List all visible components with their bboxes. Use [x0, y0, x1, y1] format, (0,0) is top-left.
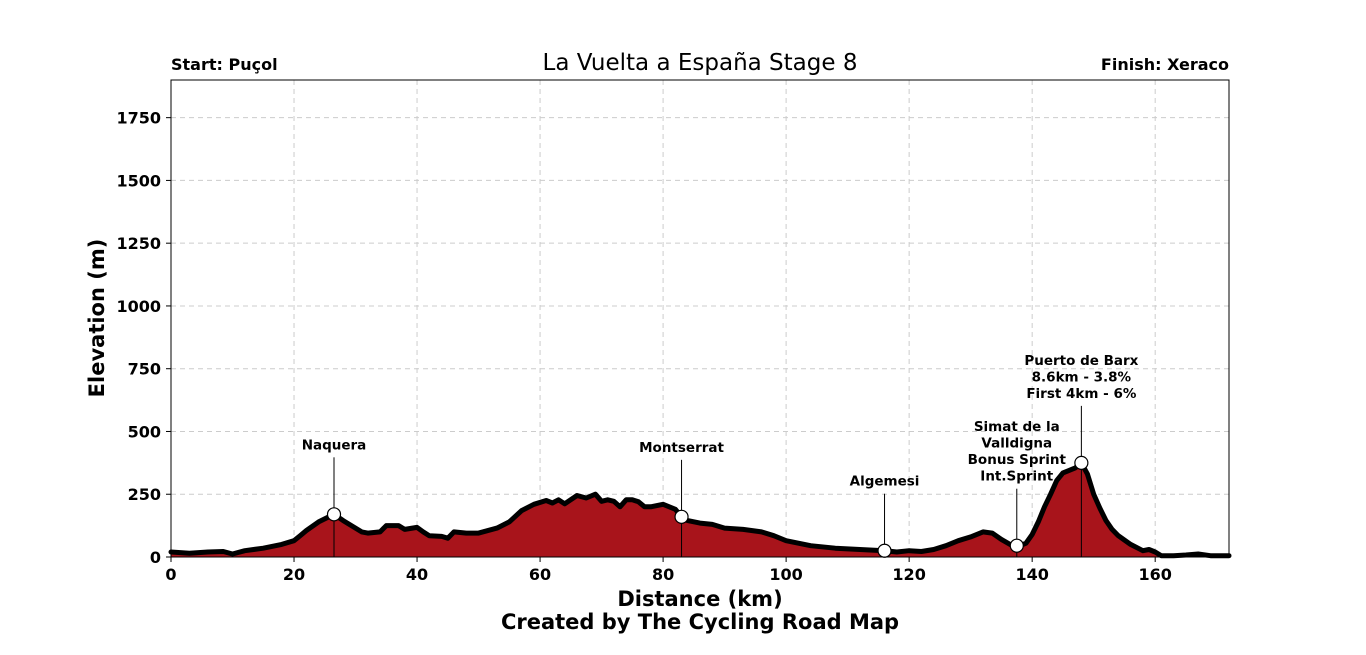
y-tick-label: 1250: [116, 234, 161, 253]
annotation-label: 8.6km - 3.8%: [1032, 369, 1132, 385]
annotations: Naquera Montserrat Algemesi Simat de laVall…: [302, 353, 1139, 558]
plot-frame: [170, 79, 1230, 558]
grid: [171, 80, 1229, 557]
annotation-label: Naquera: [302, 437, 367, 453]
annotation-marker: [1074, 455, 1089, 470]
x-tick-label: 140: [1015, 565, 1048, 584]
x-tick-label: 120: [892, 565, 925, 584]
y-tick-label: 1750: [116, 109, 161, 128]
annotation-marker: [674, 509, 689, 524]
x-tick-label: 160: [1138, 565, 1171, 584]
annotation-label: First 4km - 6%: [1026, 386, 1137, 402]
x-tick-label: 20: [283, 565, 305, 584]
chart-title: La Vuelta a España Stage 8: [543, 50, 858, 76]
y-tick-label: 250: [128, 485, 161, 504]
annotation-label: Valldigna: [981, 436, 1052, 452]
x-tick-label: 100: [769, 565, 802, 584]
y-tick-label: 500: [128, 422, 161, 441]
credit-text: Created by The Cycling Road Map: [501, 610, 899, 634]
y-axis-ticks: 0 250 500 750 1000 1250 1500 1750: [116, 109, 171, 567]
annotation-label: Int.Sprint: [980, 469, 1053, 485]
x-tick-label: 0: [165, 565, 176, 584]
x-tick-label: 80: [652, 565, 674, 584]
x-axis-label: Distance (km): [617, 587, 782, 611]
annotation-label: Bonus Sprint: [968, 452, 1067, 468]
annotation-label: Puerto de Barx: [1024, 353, 1138, 369]
x-axis-ticks: 0 20 40 60 80 100 120 140 160: [165, 557, 1172, 584]
y-tick-label: 1500: [116, 171, 161, 190]
y-tick-label: 0: [150, 548, 161, 567]
annotation-marker: [1009, 538, 1024, 553]
y-tick-label: 1000: [116, 297, 161, 316]
y-axis-label: Elevation (m): [85, 239, 109, 398]
finish-label: Finish: Xeraco: [1101, 55, 1229, 74]
x-tick-label: 60: [529, 565, 551, 584]
x-tick-label: 40: [406, 565, 428, 584]
annotation-marker: [326, 507, 342, 522]
annotation-label: Simat de la: [974, 419, 1060, 435]
y-tick-label: 750: [128, 360, 161, 379]
start-label: Start: Puçol: [171, 55, 278, 74]
annotation-marker: [877, 543, 892, 558]
annotation-label: Algemesi: [850, 474, 920, 490]
annotation-label: Montserrat: [639, 440, 724, 456]
